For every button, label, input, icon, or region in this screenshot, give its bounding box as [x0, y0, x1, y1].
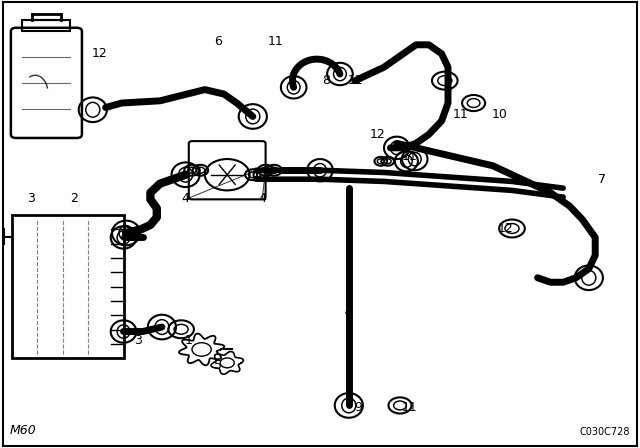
Text: 11: 11: [268, 34, 283, 48]
Bar: [12, 215, 124, 358]
Text: 5: 5: [214, 358, 221, 372]
Text: 11: 11: [348, 74, 363, 87]
Text: C030C728: C030C728: [580, 427, 630, 437]
Text: 12: 12: [498, 222, 513, 235]
Text: 12: 12: [92, 47, 107, 60]
Text: 4: 4: [182, 191, 189, 205]
Text: 1: 1: [185, 334, 193, 347]
Text: 11: 11: [402, 150, 417, 164]
Text: 4: 4: [259, 191, 266, 205]
Text: 9: 9: [355, 401, 362, 414]
Text: 3: 3: [27, 191, 35, 205]
Text: 3: 3: [134, 334, 141, 347]
Bar: [22, 20, 70, 31]
Text: 11: 11: [453, 108, 468, 121]
Text: 6: 6: [214, 34, 221, 48]
Text: 12: 12: [370, 128, 385, 141]
Text: 2: 2: [70, 191, 77, 205]
Text: 8: 8: [323, 74, 330, 87]
Text: 7: 7: [598, 172, 605, 186]
Text: 10: 10: [492, 108, 507, 121]
Text: M60: M60: [10, 424, 36, 437]
Text: 11: 11: [402, 401, 417, 414]
